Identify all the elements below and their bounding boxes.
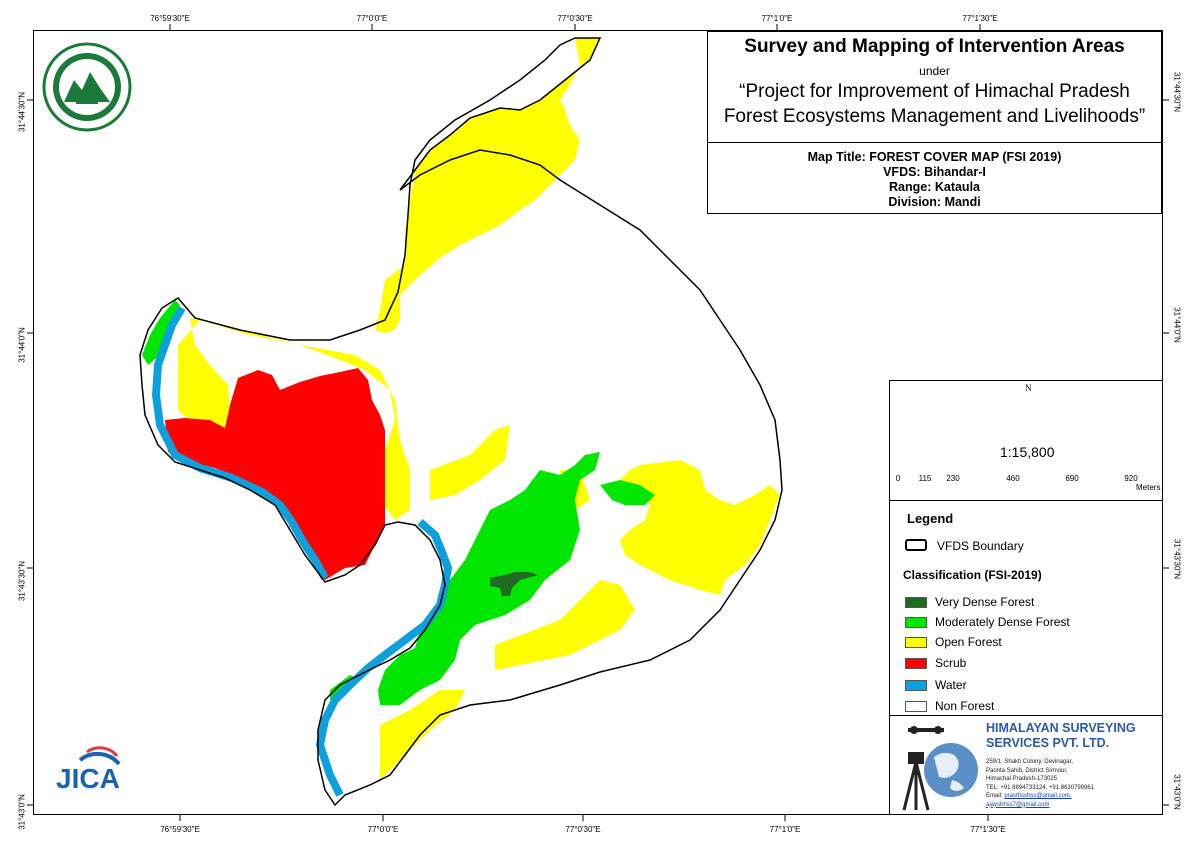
legend-label-water: Water	[935, 678, 967, 692]
scale-ratio: 1:15,800	[1000, 444, 1055, 460]
legend-label-open-forest: Open Forest	[935, 635, 1002, 649]
open-forest-north	[375, 38, 600, 333]
company-phone: TEL: +91 8894733124, +91 8630799961	[986, 784, 1095, 791]
legend-label-very-dense: Very Dense Forest	[935, 595, 1035, 609]
scale-tick-690: 690	[1065, 474, 1079, 483]
project-title-line2: Forest Ecosystems Management and Livelih…	[723, 106, 1146, 127]
coord-top-5: 77°1'30"E	[962, 14, 998, 23]
legend-swatch-moderately-dense	[905, 617, 927, 628]
legend-label-moderately-dense: Moderately Dense Forest	[935, 615, 1070, 629]
stream-south	[316, 518, 452, 797]
legend-label-non-forest: Non Forest	[935, 699, 995, 713]
scale-box	[889, 380, 1163, 501]
division-name: Division: Mandi	[888, 195, 981, 209]
scale-tick-115: 115	[918, 474, 932, 483]
company-address-line3: Himachal Pradesh-173025	[986, 776, 1058, 782]
open-forest-south	[495, 580, 635, 670]
hp-forest-department-emblem-icon	[42, 42, 132, 132]
open-forest-areas	[178, 38, 780, 780]
scale-tick-230: 230	[946, 474, 960, 483]
legend-box	[889, 500, 1163, 716]
very-dense-forest-area	[490, 572, 538, 596]
open-forest-west	[178, 318, 410, 520]
coord-top-2: 77°0'0"E	[356, 14, 388, 23]
coord-bottom-4: 77°1'0"E	[769, 825, 801, 834]
water-bodies	[152, 305, 452, 797]
company-email-1[interactable]: prasthsshss@gmail.com,	[1004, 793, 1072, 799]
scale-unit: Meters	[1136, 483, 1161, 492]
company-name: HIMALAYAN SURVEYING SERVICES PVT. LTD.	[986, 721, 1136, 751]
company-email-label: Email:	[986, 793, 1005, 799]
mdf-east	[600, 480, 655, 505]
jica-logo-text: JICA	[56, 763, 120, 794]
coord-top-3: 77°0'30"E	[557, 14, 593, 23]
company-address-line2: Paonta Sahib, District Sirmour,	[986, 767, 1068, 774]
legend-title: Legend	[907, 511, 954, 526]
coord-top-4: 77°1'0"E	[761, 14, 793, 23]
mdf-north-west	[142, 300, 180, 365]
main-title: Survey and Mapping of Intervention Areas	[744, 36, 1125, 57]
legend-boundary-label: VFDS Boundary	[937, 539, 1024, 553]
legend-swatch-open-forest	[905, 637, 927, 648]
jica-logo-icon	[78, 746, 121, 766]
title-under: under	[919, 64, 950, 78]
surveyor-globe-logo-icon	[902, 726, 978, 811]
scale-tick-460: 460	[1006, 474, 1020, 483]
title-box: Survey and Mapping of Intervention Areas…	[707, 31, 1162, 143]
company-name-line2: SERVICES PVT. LTD.	[986, 736, 1110, 750]
company-address: 259/1, Shakti Colony, Devinagar, Paonta …	[986, 758, 1094, 809]
map-info-box: Map Title: FOREST COVER MAP (FSI 2019) V…	[707, 142, 1162, 214]
coord-bottom-3: 77°0'30"E	[565, 825, 601, 834]
map-title: Map Title: FOREST COVER MAP (FSI 2019)	[807, 150, 1062, 164]
vfds-name: VFDS: Bihandar-I	[883, 165, 986, 179]
legend-swatch-water	[905, 680, 927, 691]
open-forest-east	[620, 460, 780, 595]
coord-bottom-1: 76°59'30"E	[160, 825, 200, 834]
scrub-area	[165, 368, 385, 580]
legend-boundary-swatch	[905, 539, 927, 551]
scale-tick-0: 0	[895, 474, 901, 483]
coord-top-1: 76°59'30"E	[150, 14, 190, 23]
stream-west	[152, 305, 329, 580]
legend-swatch-non-forest	[905, 701, 927, 712]
legend-label-scrub: Scrub	[935, 656, 967, 670]
mdf-main	[378, 452, 600, 705]
coord-bottom-5: 77°1'30"E	[970, 825, 1006, 834]
legend-swatch-very-dense	[905, 597, 927, 608]
open-forest-central	[430, 425, 510, 500]
company-email-2[interactable]: ajayshhss7@gmail.com	[986, 801, 1050, 808]
legend-swatch-scrub	[905, 658, 927, 669]
legend-classification-title: Classification (FSI-2019)	[903, 568, 1042, 582]
scale-tick-920: 920	[1124, 474, 1138, 483]
company-address-line1: 259/1, Shakti Colony, Devinagar,	[986, 759, 1073, 765]
vfds-boundary	[139, 37, 783, 807]
north-label: N	[1025, 383, 1032, 393]
coord-bottom-2: 77°0'0"E	[367, 825, 399, 834]
company-name-line1: HIMALAYAN SURVEYING	[986, 721, 1136, 735]
project-title-line1: “Project for Improvement of Himachal Pra…	[739, 81, 1130, 102]
range-name: Range: Kataula	[889, 180, 980, 194]
open-forest-southwest	[380, 690, 465, 780]
